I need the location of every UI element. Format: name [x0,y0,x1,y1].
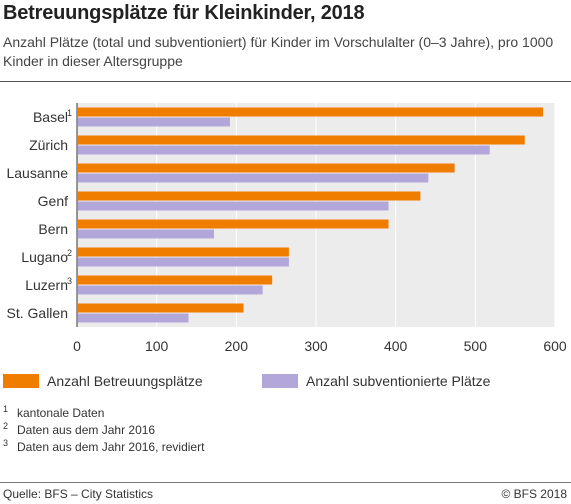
footnote-mark: 3 [3,438,9,448]
category-footnote-mark: 1 [67,108,72,118]
bar-subsidized [78,313,189,323]
category-label: Bern [38,221,68,237]
source-note: Quelle: BFS – City Statistics [3,487,154,501]
bar-subsidized [78,229,215,239]
category-footnote-mark: 3 [67,276,72,286]
legend-swatch-subsidized [262,374,298,388]
x-tick-label: 100 [145,338,169,354]
x-tick-label: 300 [304,338,328,354]
bar-subsidized [78,173,429,183]
category-label: Lugano [21,249,68,265]
bar-total [78,219,389,229]
bar-subsidized [78,117,230,127]
bar-subsidized [78,257,289,267]
category-label: St. Gallen [7,305,68,321]
bar-total [78,247,289,257]
bar-total [78,191,421,201]
chart-subtitle: Anzahl Plätze (total und subventioniert)… [3,34,554,69]
bar-total [78,275,273,285]
category-footnote-mark: 2 [67,248,72,258]
x-tick-label: 600 [543,338,567,354]
legend-swatch-total [3,374,39,388]
chart-title: Betreuungsplätze für Kleinkinder, 2018 [3,2,365,24]
bar-subsidized [78,285,263,295]
footer-divider [0,482,571,483]
category-label: Genf [38,193,68,209]
category-label: Zürich [29,137,68,153]
x-tick-label: 500 [464,338,488,354]
footnote-mark: 1 [3,404,9,414]
category-label: Lausanne [6,165,68,181]
copyright: © BFS 2018 [501,487,567,501]
x-tick-label: 200 [225,338,249,354]
header-divider [0,81,571,82]
footnote-text: Daten aus dem Jahr 2016, revidiert [17,440,205,454]
x-tick-label: 400 [384,338,408,354]
footnote-mark: 2 [3,421,9,431]
category-label: Luzern [25,277,68,293]
category-label: Basel [33,109,68,125]
footnote-text: kantonale Daten [17,406,105,420]
bar-total [78,163,455,173]
bar-subsidized [78,201,389,211]
x-tick-label: 0 [73,338,81,354]
bar-total [78,135,525,145]
legend-label-total: Anzahl Betreuungsplätze [47,373,203,389]
bar-total [78,107,544,117]
legend-label-subsidized: Anzahl subventionierte Plätze [306,373,491,389]
footnote-text: Daten aus dem Jahr 2016 [17,423,156,437]
bar-total [78,303,244,313]
legend: Anzahl Betreuungsplätze Anzahl subventio… [0,372,571,390]
bar-subsidized [78,145,490,155]
